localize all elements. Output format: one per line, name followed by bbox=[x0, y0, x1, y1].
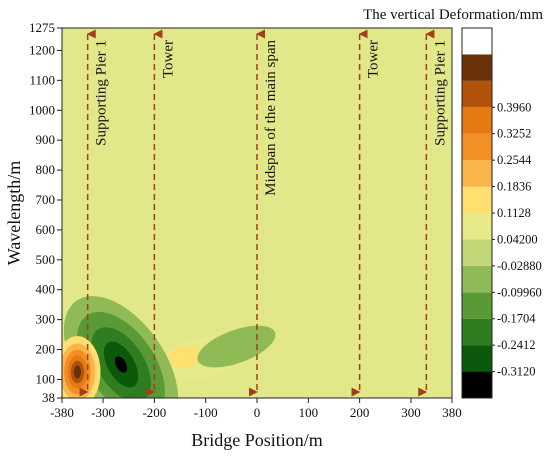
x-axis-ticks: -380 -300 -200 -100 0 100 200 300 380 bbox=[50, 398, 462, 420]
colorbar-swatch bbox=[462, 54, 492, 81]
y-tick-label: 100 bbox=[36, 371, 56, 386]
x-tick-label: -100 bbox=[194, 405, 218, 420]
colorbar-label: -0.3120 bbox=[497, 365, 536, 379]
colorbar: -0.3120 -0.2412 -0.1704 -0.09960 -0.02880 0.0… bbox=[461, 27, 542, 399]
y-tick-label: 1000 bbox=[29, 102, 55, 117]
colorbar-swatch bbox=[462, 265, 492, 293]
x-tick-label: -300 bbox=[91, 405, 115, 420]
y-tick-label: 200 bbox=[36, 342, 56, 357]
colorbar-label: 0.2544 bbox=[497, 153, 532, 167]
x-tick-label: 380 bbox=[442, 405, 462, 420]
annotation-label: Supporting Pier 1 bbox=[94, 40, 110, 146]
colorbar-swatch bbox=[462, 133, 492, 161]
y-tick-label: 1200 bbox=[29, 42, 55, 57]
y-tick-label: 38 bbox=[42, 390, 55, 405]
y-tick-label: 800 bbox=[36, 162, 56, 177]
plot-area: Supporting Pier 1 Tower Midspan of the mai… bbox=[61, 27, 453, 399]
colorbar-swatch bbox=[462, 28, 492, 55]
annotation-label: Tower bbox=[366, 40, 382, 78]
colorbar-label: 0.1128 bbox=[497, 206, 531, 220]
trough-contour bbox=[114, 356, 128, 373]
colorbar-swatch bbox=[462, 107, 492, 134]
colorbar-swatch bbox=[462, 345, 492, 372]
colorbar-label: -0.02880 bbox=[497, 259, 542, 273]
annotation-label: Midspan of the main span bbox=[263, 40, 279, 196]
y-tick-label: 700 bbox=[36, 192, 56, 207]
colorbar-swatch bbox=[462, 371, 492, 398]
y-tick-label: 300 bbox=[36, 312, 56, 327]
colorbar-title: The vertical Deformation/mm bbox=[363, 7, 543, 23]
colorbar-label: -0.2412 bbox=[497, 338, 536, 352]
y-tick-label: 400 bbox=[36, 282, 56, 297]
y-tick-label: 1275 bbox=[29, 20, 55, 35]
x-axis-title: Bridge Position/m bbox=[191, 430, 323, 450]
y-axis-ticks: 38 100 200 300 400 500 600 700 800 900 1000 1100 120… bbox=[29, 20, 62, 405]
colorbar-swatch bbox=[462, 186, 492, 213]
colorbar-swatch bbox=[462, 318, 492, 346]
colorbar-label: 0.3960 bbox=[497, 100, 531, 114]
x-tick-label: 200 bbox=[350, 405, 370, 420]
y-tick-label: 600 bbox=[36, 222, 56, 237]
y-tick-label: 500 bbox=[36, 252, 56, 267]
x-tick-label: -380 bbox=[50, 405, 74, 420]
peak-contour bbox=[73, 365, 81, 379]
colorbar-swatch bbox=[462, 160, 492, 187]
x-tick-label: 100 bbox=[299, 405, 319, 420]
colorbar-swatch bbox=[462, 239, 492, 266]
positive-band-contour bbox=[167, 346, 203, 368]
y-axis-title: Wavelength/m bbox=[4, 161, 24, 266]
annotation-label: Supporting Pier 1 bbox=[432, 40, 448, 146]
y-tick-label: 900 bbox=[36, 132, 56, 147]
colorbar-label: 0.1836 bbox=[497, 180, 531, 194]
colorbar-label: 0.3252 bbox=[497, 127, 531, 141]
y-tick-label: 1100 bbox=[29, 72, 55, 87]
pier-annotations: Supporting Pier 1 Tower Midspan of the mai… bbox=[79, 29, 448, 397]
annotation-label: Tower bbox=[160, 40, 176, 78]
colorbar-label: 0.04200 bbox=[497, 232, 538, 246]
x-tick-label: 0 bbox=[254, 405, 261, 420]
colorbar-swatch bbox=[462, 80, 492, 108]
x-tick-label: 300 bbox=[401, 405, 421, 420]
x-tick-label: -200 bbox=[142, 405, 166, 420]
colorbar-swatch bbox=[462, 292, 492, 319]
colorbar-swatch bbox=[462, 213, 492, 240]
colorbar-label: -0.1704 bbox=[497, 312, 536, 326]
colorbar-label: -0.09960 bbox=[497, 285, 542, 299]
